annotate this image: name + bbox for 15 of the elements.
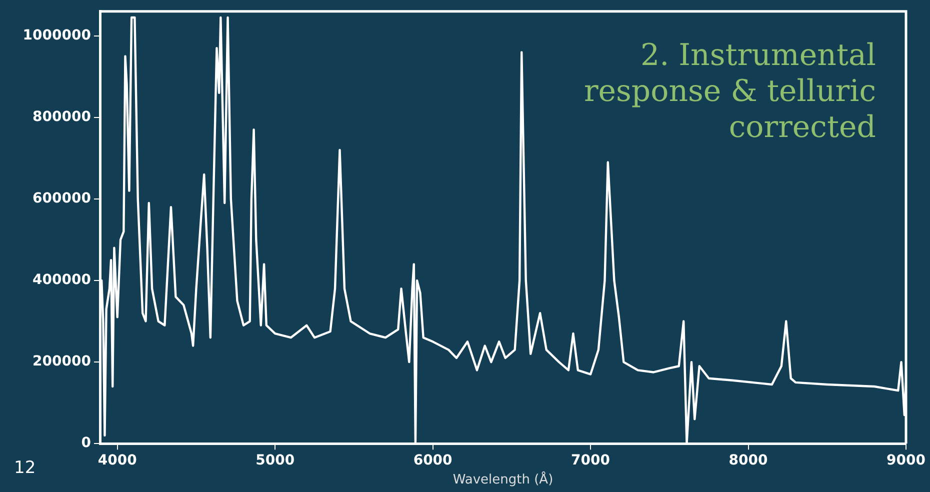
x-tick-label: 5000: [256, 452, 295, 469]
x-tick-label: 6000: [413, 452, 453, 469]
x-axis-title: Wavelength (Å): [452, 470, 554, 488]
x-tick-label: 9000: [886, 452, 926, 469]
x-tick-label: 8000: [728, 452, 768, 469]
x-tick-label: 7000: [571, 452, 610, 469]
y-tick-label: 400000: [32, 272, 92, 288]
y-tick-label: 600000: [32, 190, 92, 207]
y-tick-label: 800000: [32, 109, 92, 126]
text: 12: [14, 458, 36, 478]
y-tick-label: 0: [81, 435, 92, 452]
x-tick-label: 4000: [98, 452, 138, 469]
y-tick-label: 200000: [32, 354, 92, 370]
annotation: 2. Instrumental response & telluric corrected: [582, 38, 876, 146]
y-tick-label: 1000000: [22, 28, 92, 44]
